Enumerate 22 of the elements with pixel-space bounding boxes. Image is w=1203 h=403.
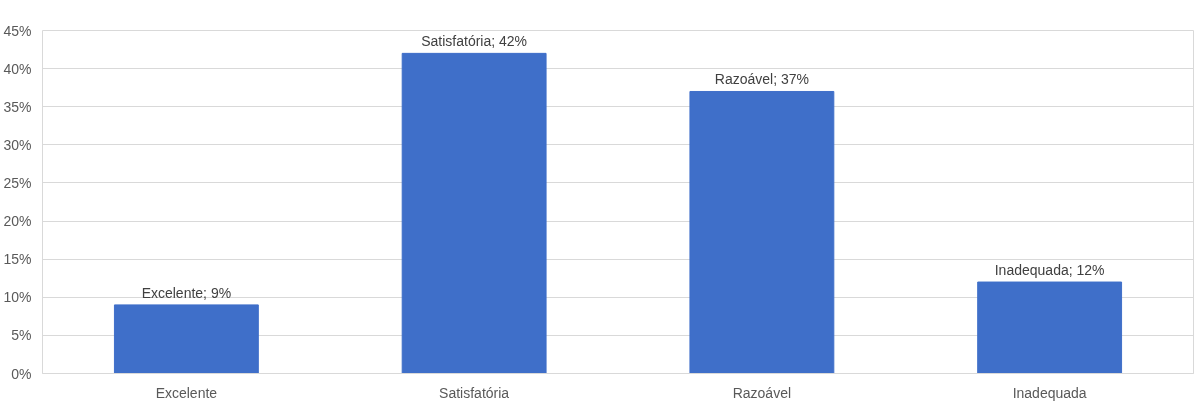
y-tick-label: 30% <box>3 136 32 153</box>
x-tick-label: Inadequada <box>1012 384 1087 401</box>
bar <box>689 90 835 374</box>
data-label: Excelente; 9% <box>141 284 232 301</box>
y-tick-label: 15% <box>3 251 32 268</box>
y-tick-label: 10% <box>3 289 32 306</box>
y-tick-label: 35% <box>3 98 32 115</box>
x-tick-label: Excelente <box>155 384 218 401</box>
y-tick-label: 20% <box>3 213 32 230</box>
bar <box>977 281 1123 374</box>
y-tick-label: 0% <box>11 365 32 382</box>
data-label: Inadequada; 12% <box>994 262 1105 279</box>
data-label: Razoável; 37% <box>714 71 809 88</box>
y-tick-label: 40% <box>3 60 32 77</box>
x-tick-label: Razoável <box>732 384 792 401</box>
y-tick-label: 45% <box>3 22 32 39</box>
bar <box>113 304 259 374</box>
data-label: Satisfatória; 42% <box>421 33 528 50</box>
y-tick-label: 25% <box>3 174 32 191</box>
bar <box>401 52 547 374</box>
y-tick-label: 5% <box>11 327 32 344</box>
x-tick-label: Satisfatória <box>439 384 510 401</box>
